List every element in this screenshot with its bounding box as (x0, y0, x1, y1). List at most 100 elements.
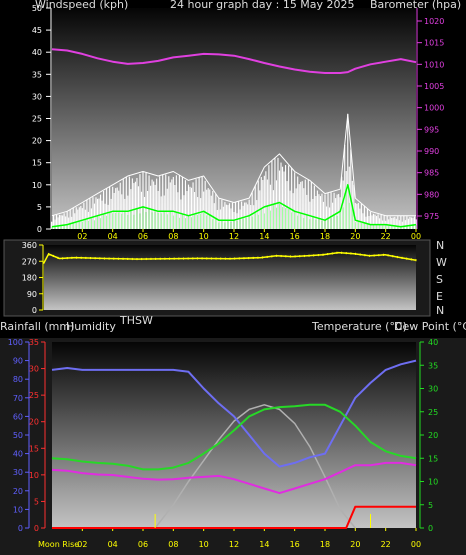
barometer-tick-label: 995 (424, 125, 439, 134)
x-tick-label: 18 (320, 540, 330, 549)
rainfall-axis-title: Rainfall (mm) (0, 320, 74, 333)
temperature-line (51, 403, 417, 471)
rain-tick-label: 0 (34, 524, 39, 533)
x-tick-label: 08 (168, 232, 178, 241)
dir-label: W (436, 256, 447, 269)
rain-tick-label: 10 (29, 471, 39, 480)
bottom-x-ticks: 02 04 06 08 10 12 14 16 18 20 22 00 (77, 528, 421, 549)
wind-tick-label: 45 (32, 26, 42, 35)
thsw-label: THSW (119, 314, 153, 327)
wind-tick-label: 5 (37, 203, 42, 212)
barometer-tick-label: 980 (424, 190, 439, 199)
humidity-ticks: 0 10 20 30 40 50 60 70 80 90 100 (8, 338, 29, 533)
humidity-tick-label: 100 (8, 338, 23, 347)
x-tick-label: 22 (381, 232, 391, 241)
wind-tick-label: 35 (32, 70, 42, 79)
rain-tick-label: 35 (29, 338, 39, 347)
barometer-tick-label: 985 (424, 169, 439, 178)
wind-axis-title: Windspeed (kph) (35, 0, 128, 11)
temp-tick-label: 30 (428, 385, 438, 394)
dir-label: N (436, 239, 444, 252)
humidity-tick-label: 60 (13, 412, 23, 421)
wind-tick-label: 20 (32, 137, 42, 146)
barometer-axis-title: Barometer (hpa) (370, 0, 461, 11)
x-tick-label: 20 (350, 232, 360, 241)
direction-tick-label: 180 (22, 274, 37, 283)
rain-tick-label: 30 (29, 365, 39, 374)
direction-ticks: 0 90 180 270 360 (22, 241, 43, 315)
x-tick-label: 10 (199, 232, 209, 241)
direction-line (43, 251, 417, 264)
humidity-tick-label: 0 (18, 524, 23, 533)
rain-ticks: 0 5 10 15 20 25 30 35 (29, 338, 45, 533)
direction-tick-label: 90 (27, 290, 37, 299)
barometer-tick-label: 1015 (424, 39, 444, 48)
temp-tick-label: 25 (428, 408, 438, 417)
rain-tick-label: 20 (29, 418, 39, 427)
rain-line (52, 505, 416, 529)
x-tick-label: 20 (350, 540, 360, 549)
wind-tick-label: 25 (32, 115, 42, 124)
temp-ticks: 0 5 10 15 20 25 30 35 40 (420, 338, 438, 533)
x-tick-label: 00 (411, 232, 421, 241)
barometer-tick-label: 1010 (424, 60, 444, 69)
x-tick-label: 16 (290, 232, 300, 241)
x-tick-label: 04 (108, 540, 118, 549)
x-tick-label: 18 (320, 232, 330, 241)
x-tick-label: 08 (168, 540, 178, 549)
wind-tick-label: 0 (37, 225, 42, 234)
dewpoint-axis-title: Dew Point (°C) (394, 320, 466, 333)
dir-label: S (436, 273, 443, 286)
barometer-tick-label: 1020 (424, 17, 444, 26)
temp-tick-label: 5 (428, 501, 433, 510)
barometer-line (51, 48, 417, 74)
x-tick-label: 06 (138, 540, 148, 549)
humidity-tick-label: 50 (13, 431, 23, 440)
temp-tick-label: 10 (428, 478, 438, 487)
rain-tick-label: 25 (29, 391, 39, 400)
barometer-tick-label: 975 (424, 212, 439, 221)
x-tick-label: 12 (229, 540, 239, 549)
wind-tick-label: 50 (32, 4, 42, 13)
dir-label: N (436, 304, 444, 317)
humidity-tick-label: 10 (13, 505, 23, 514)
humidity-tick-label: 40 (13, 450, 23, 459)
wind-series-group (51, 48, 417, 229)
x-tick-label: 00 (411, 540, 421, 549)
x-tick-label: 06 (138, 232, 148, 241)
x-tick-label: 12 (229, 232, 239, 241)
rain-tick-label: 5 (34, 497, 39, 506)
humidity-line (51, 359, 417, 468)
temp-tick-label: 40 (428, 338, 438, 347)
temp-tick-label: 35 (428, 361, 438, 370)
x-tick-label: 22 (381, 540, 391, 549)
humidity-tick-label: 30 (13, 468, 23, 477)
x-tick-label: 02 (77, 540, 87, 549)
x-tick-label: 14 (259, 232, 269, 241)
dewpoint-line (51, 461, 417, 495)
humidity-axis-title: Humidity (66, 320, 116, 333)
temp-series-group (51, 359, 417, 529)
wind-tick-label: 30 (32, 92, 42, 101)
rain-tick-label: 15 (29, 444, 39, 453)
x-tick-label: 14 (259, 540, 269, 549)
barometer-tick-label: 990 (424, 147, 439, 156)
direction-plot-area (44, 245, 416, 310)
temp-tick-label: 20 (428, 431, 438, 440)
direction-tick-label: 270 (22, 257, 37, 266)
top-x-ticks: 02 04 06 08 10 12 14 16 18 20 22 00 (77, 229, 421, 241)
temp-tick-label: 15 (428, 454, 438, 463)
x-tick-label: 10 (199, 540, 209, 549)
wind-tick-label: 40 (32, 48, 42, 57)
graph-title: 24 hour graph day : 15 May 2025 (170, 0, 355, 11)
wind-gust-line (51, 113, 416, 217)
wind-ticks: 0 5 10 15 20 25 30 35 40 45 50 (32, 4, 51, 234)
x-tick-label: 16 (290, 540, 300, 549)
barometer-tick-label: 1005 (424, 82, 444, 91)
direction-series-group (43, 251, 417, 264)
temp-tick-label: 0 (428, 524, 433, 533)
x-tick-label: 02 (77, 232, 87, 241)
direction-tick-label: 360 (22, 241, 37, 250)
direction-tick-label: 0 (32, 306, 37, 315)
